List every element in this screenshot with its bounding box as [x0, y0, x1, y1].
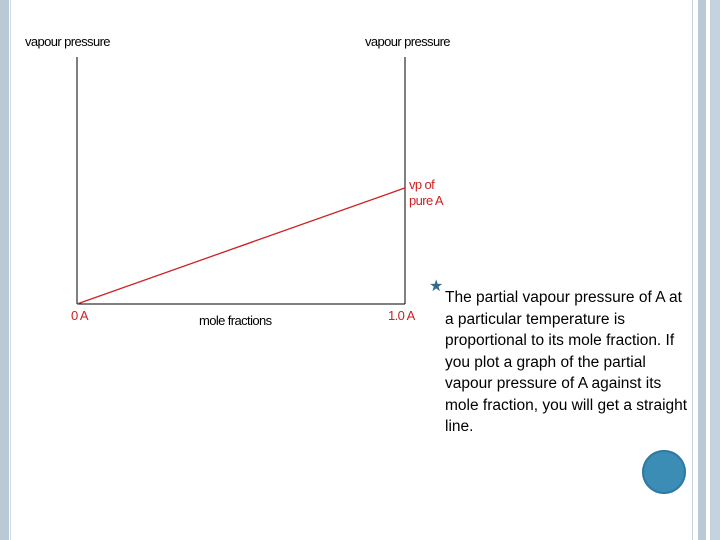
x-tick-label-0: 0 A: [71, 308, 89, 323]
left-axis-title: vapour pressure: [25, 34, 110, 49]
right-slide-border-band: [698, 0, 706, 540]
x-axis-title: mole fractions: [199, 313, 273, 328]
series-label-line-1: pure A: [409, 193, 444, 208]
right-slide-border-edge: [710, 0, 720, 540]
series-end-label: vp of pure A: [409, 177, 444, 208]
right-axis-title: vapour pressure: [365, 34, 450, 49]
decorative-circle: [642, 450, 686, 494]
left-slide-border: [0, 0, 11, 540]
x-tick-label-1: 1.0 A: [388, 308, 416, 323]
series-label-line-0: vp of: [409, 177, 435, 192]
explanation-text: The partial vapour pressure of A at a pa…: [445, 289, 688, 435]
pure-a-vapour-pressure-line: [76, 187, 406, 305]
star-bullet-icon: ★: [429, 278, 444, 295]
right-slide-border-line: [692, 0, 693, 540]
